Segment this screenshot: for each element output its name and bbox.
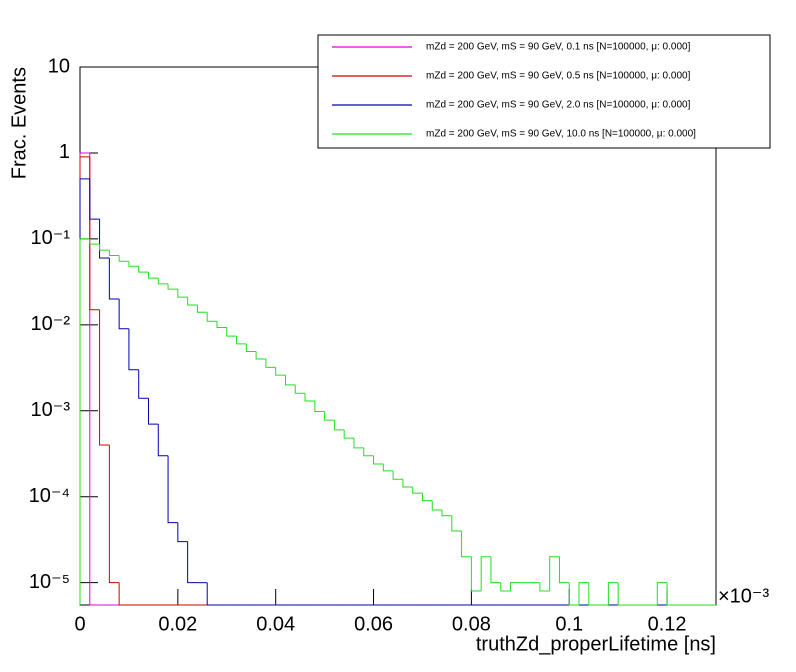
- histogram-bin: [588, 582, 599, 606]
- histogram-bin: [147, 272, 159, 279]
- x-tick-label: 0.1: [555, 613, 583, 635]
- histogram-bin: [108, 250, 120, 257]
- x-axis-label: truthZd_properLifetime [ns]: [476, 633, 716, 655]
- histogram-bin: [245, 343, 257, 352]
- histogram-bin: [206, 582, 217, 606]
- histogram-bin: [118, 255, 129, 262]
- histogram-bin: [607, 582, 619, 605]
- x-tick-label: 0.12: [648, 613, 687, 635]
- y-tick-label: 10⁻²: [31, 313, 71, 335]
- histogram-bin: [128, 261, 139, 267]
- histogram-bin: [373, 455, 384, 465]
- histogram-bin: [236, 336, 247, 345]
- histogram-bin: [294, 384, 306, 394]
- histogram-bin: [402, 479, 413, 488]
- histogram-bin: [118, 582, 129, 606]
- histogram-bin: [128, 328, 139, 371]
- histogram-bin: [79, 238, 90, 605]
- histogram-bin: [333, 420, 345, 431]
- histogram-bin: [578, 582, 589, 605]
- histogram-bin: [656, 582, 668, 605]
- histogram-bin: [392, 470, 403, 480]
- histogram-bin: [363, 447, 374, 457]
- histogram-bin: [324, 411, 335, 421]
- legend-label: mZd = 200 GeV, mS = 90 GeV, 2.0 ns [N=10…: [426, 100, 691, 111]
- histogram-bin: [461, 530, 472, 558]
- histogram-bin: [343, 429, 354, 439]
- histogram-bin: [441, 510, 452, 517]
- histogram-bin: [99, 309, 110, 446]
- histogram-bin: [147, 398, 159, 425]
- histogram-bin: [216, 321, 227, 329]
- legend-label: mZd = 200 GeV, mS = 90 GeV, 10.0 ns [N=1…: [426, 129, 696, 140]
- histogram-bin: [206, 312, 217, 322]
- histogram-bin: [157, 278, 169, 285]
- histogram-bin: [177, 289, 188, 298]
- histogram-bin: [226, 327, 237, 337]
- y-tick-label: 10⁻⁵: [29, 571, 70, 593]
- histogram-bin: [539, 582, 550, 592]
- histogram-bin: [421, 493, 433, 502]
- histogram-bin: [157, 424, 169, 457]
- histogram-bin: [187, 541, 198, 584]
- histogram-bin: [382, 464, 394, 472]
- histogram-bin: [255, 351, 266, 360]
- legend-label: mZd = 200 GeV, mS = 90 GeV, 0.5 ns [N=10…: [426, 71, 691, 82]
- x-tick-label: 0: [74, 613, 85, 635]
- histogram-bin: [510, 582, 521, 592]
- histogram-bin: [177, 522, 188, 543]
- histogram-bin: [451, 515, 462, 532]
- histogram-bin: [304, 393, 315, 402]
- histogram-bin: [99, 244, 110, 251]
- histogram-bin: [490, 556, 501, 584]
- histogram-bin: [138, 369, 149, 399]
- y-axis-label: Frac. Events: [8, 67, 30, 179]
- histogram-bin: [284, 375, 296, 386]
- y-tick-label: 10⁻⁴: [29, 485, 70, 507]
- histogram-bin: [431, 500, 443, 511]
- histogram-bin: [108, 444, 120, 584]
- histogram-bin: [265, 359, 276, 368]
- histogram-bin: [666, 582, 677, 606]
- histogram-bin: [89, 238, 100, 245]
- legend-label: mZd = 200 GeV, mS = 90 GeV, 0.1 ns [N=10…: [426, 42, 691, 53]
- histogram-bin: [549, 556, 560, 592]
- histogram-bin: [167, 283, 178, 290]
- histogram-bin: [314, 400, 325, 413]
- histogram-bin: [89, 178, 100, 220]
- histogram-bin: [353, 438, 364, 449]
- histogram-bin: [275, 367, 286, 376]
- histogram-bin: [187, 297, 198, 306]
- histogram-bin: [108, 257, 120, 300]
- histogram-bin: [617, 582, 628, 606]
- x-tick-label: 0.02: [158, 613, 197, 635]
- y-tick-label: 10⁻¹: [31, 227, 71, 249]
- histogram-bin: [99, 219, 110, 259]
- histogram-bin: [500, 582, 511, 592]
- histogram-bin: [167, 455, 178, 524]
- histogram-bin: [118, 298, 129, 330]
- x-tick-label: 0.04: [256, 613, 295, 635]
- histogram-bin: [558, 556, 570, 584]
- legend: [317, 34, 771, 149]
- x-tick-label: 0.06: [354, 613, 393, 635]
- histogram-bin: [568, 582, 580, 606]
- y-tick-label: 1: [59, 141, 70, 163]
- histogram-bin: [196, 305, 208, 313]
- x-tick-label: 0.08: [452, 613, 491, 635]
- histogram-bin: [412, 486, 423, 494]
- y-tick-label: 10⁻³: [31, 399, 71, 421]
- histogram-bin: [480, 556, 491, 592]
- x-multiplier: ×10⁻³: [718, 585, 769, 607]
- histogram-bin: [138, 266, 149, 273]
- y-tick-label: 10: [48, 55, 70, 77]
- histogram-bin: [470, 556, 482, 592]
